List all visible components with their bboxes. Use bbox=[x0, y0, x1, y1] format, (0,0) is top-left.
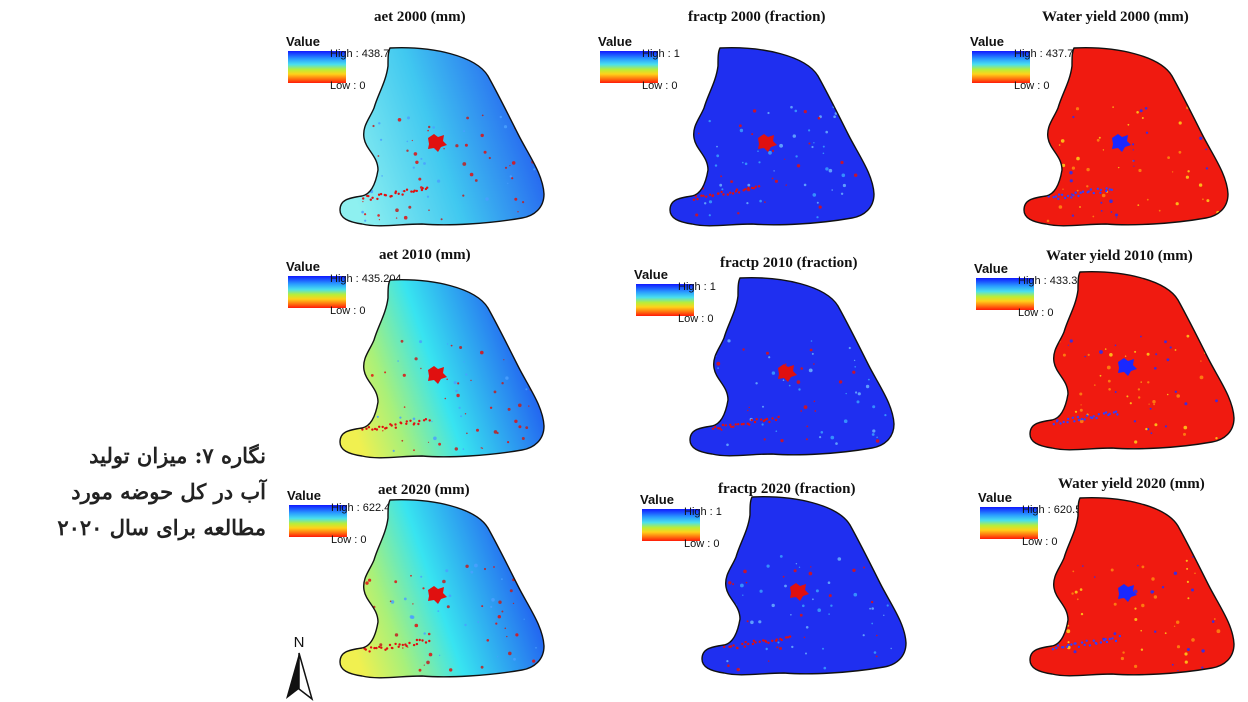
map-title: aet 2000 (mm) bbox=[374, 9, 466, 26]
basin-map bbox=[668, 46, 876, 228]
legend-title: Value bbox=[970, 34, 1004, 49]
caption-line: مطالعه برای سال ۲۰۲۰ bbox=[14, 510, 266, 546]
legend-title: Value bbox=[287, 488, 321, 503]
basin-map bbox=[1022, 46, 1230, 228]
legend-title: Value bbox=[634, 267, 668, 282]
basin-map bbox=[338, 278, 546, 460]
caption-line: نگاره ۷: میزان تولید bbox=[14, 438, 266, 474]
legend-title: Value bbox=[974, 261, 1008, 276]
legend-title: Value bbox=[286, 34, 320, 49]
legend-title: Value bbox=[640, 492, 674, 507]
map-title: aet 2020 (mm) bbox=[378, 482, 470, 499]
map-title: aet 2010 (mm) bbox=[379, 247, 471, 264]
map-title: Water yield 2000 (mm) bbox=[1042, 9, 1189, 26]
basin-map bbox=[700, 495, 908, 677]
basin-map bbox=[1028, 496, 1236, 678]
legend-title: Value bbox=[978, 490, 1012, 505]
map-title: fractp 2000 (fraction) bbox=[688, 9, 825, 26]
basin-map bbox=[1028, 270, 1236, 452]
north-arrow-icon: N bbox=[283, 633, 315, 701]
figure-caption: نگاره ۷: میزان تولید آب در کل حوضه مورد … bbox=[14, 438, 266, 546]
legend-title: Value bbox=[598, 34, 632, 49]
basin-map bbox=[338, 498, 546, 680]
map-title: Water yield 2020 (mm) bbox=[1058, 476, 1205, 493]
basin-map bbox=[338, 46, 546, 228]
basin-map bbox=[688, 276, 896, 458]
map-title: fractp 2010 (fraction) bbox=[720, 255, 857, 272]
legend-title: Value bbox=[286, 259, 320, 274]
map-title: Water yield 2010 (mm) bbox=[1046, 248, 1193, 265]
caption-line: آب در کل حوضه مورد bbox=[14, 474, 266, 510]
north-label: N bbox=[294, 634, 305, 651]
